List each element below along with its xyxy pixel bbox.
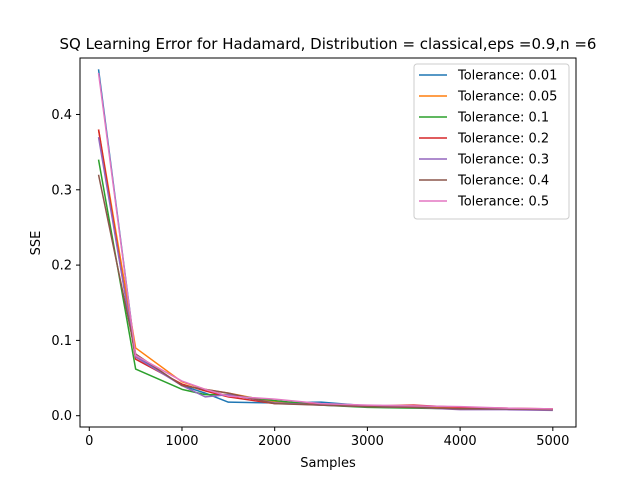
y-axis-title: SSE	[29, 231, 44, 256]
legend-label: Tolerance: 0.4	[457, 174, 549, 189]
x-tick-label: 3000	[351, 434, 384, 449]
y-tick-label: 0.3	[51, 183, 72, 198]
series-line-6	[97, 72, 553, 410]
legend-label: Tolerance: 0.5	[457, 195, 549, 210]
x-tick-label: 2000	[258, 434, 291, 449]
y-tick-label: 0.1	[51, 334, 72, 349]
legend-label: Tolerance: 0.1	[457, 111, 549, 126]
y-tick-label: 0.2	[51, 259, 72, 274]
y-tick-label: 0.4	[51, 108, 72, 123]
legend-label: Tolerance: 0.3	[457, 153, 549, 168]
series-line-5	[97, 174, 553, 411]
legend-label: Tolerance: 0.05	[457, 90, 557, 105]
plot-lines	[97, 69, 553, 412]
plot-frame	[79, 57, 577, 428]
y-tick-label: 0.0	[51, 409, 72, 424]
legend-box	[413, 63, 570, 220]
x-tick-label: 0	[85, 434, 93, 449]
x-axis-title: Samples	[300, 456, 356, 471]
x-axis: 0 1000 2000 3000 4000 5000	[85, 427, 569, 449]
legend: Tolerance: 0.01 Tolerance: 0.05 Tolerance:…	[413, 63, 570, 220]
x-tick-label: 5000	[536, 434, 569, 449]
chart-title: SQ Learning Error for Hadamard, Distribu…	[60, 35, 597, 53]
y-axis: 0.0 0.1 0.2 0.3 0.4	[51, 108, 80, 424]
legend-label: Tolerance: 0.01	[457, 69, 557, 84]
legend-label: Tolerance: 0.2	[457, 132, 549, 147]
x-tick-label: 1000	[165, 434, 198, 449]
x-tick-label: 4000	[444, 434, 477, 449]
